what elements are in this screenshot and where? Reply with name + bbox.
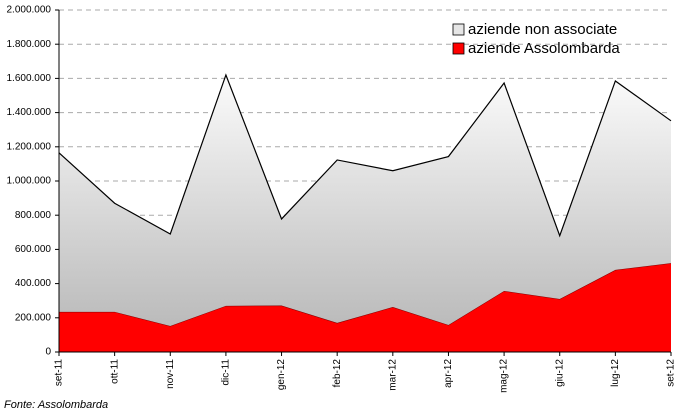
- x-tick-label: gen-12: [276, 359, 287, 391]
- x-tick-label: set-12: [666, 359, 677, 387]
- x-tick-label: ott-11: [109, 359, 120, 384]
- legend-swatch: [452, 23, 465, 36]
- x-tick-label: apr-12: [443, 359, 454, 388]
- x-tick-label: dic-11: [221, 359, 232, 386]
- area-line: [58, 73, 672, 238]
- y-tick-label: 600.000: [15, 244, 52, 255]
- x-tick-label: lug-12: [610, 359, 621, 387]
- area: [59, 74, 671, 327]
- y-tick-label: 400.000: [15, 278, 52, 289]
- legend-swatch: [452, 42, 465, 55]
- source-note: Fonte: Assolombarda: [4, 399, 108, 411]
- y-tick-label: 800.000: [15, 210, 52, 221]
- x-tick-label: giu-12: [554, 359, 565, 387]
- y-tick-label: 200.000: [15, 312, 52, 323]
- y-tick-label: 1.400.000: [7, 107, 52, 118]
- x-tick-label: set-11: [54, 359, 65, 386]
- area: [59, 263, 671, 352]
- y-tick-label: 1.000.000: [7, 176, 52, 187]
- y-tick-label: 1.200.000: [7, 141, 52, 152]
- legend-label: aziende Assolombarda: [468, 40, 620, 57]
- y-tick-label: 0: [45, 347, 51, 358]
- x-tick-label: feb-12: [332, 359, 343, 388]
- legend-label: aziende non associate: [468, 21, 617, 38]
- x-tick-label: mag-12: [499, 359, 510, 393]
- x-tick-label: mar-12: [387, 359, 398, 391]
- y-tick-label: 2.000.000: [7, 5, 52, 16]
- x-tick-label: nov-11: [165, 359, 176, 389]
- y-tick-label: 1.800.000: [7, 39, 52, 50]
- y-tick-label: 1.600.000: [7, 73, 52, 84]
